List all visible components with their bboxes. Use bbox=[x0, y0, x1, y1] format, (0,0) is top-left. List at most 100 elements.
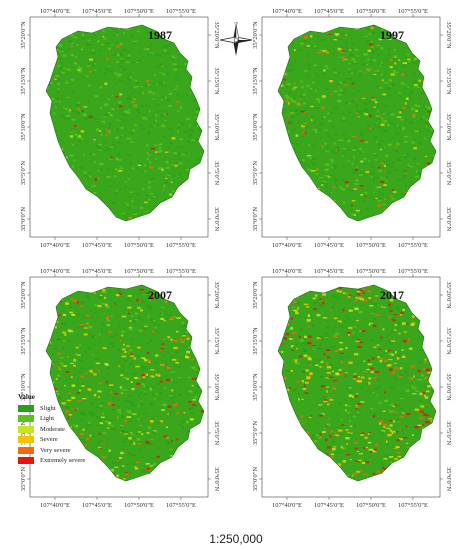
lon-tick-label: 107°40'0"E bbox=[40, 268, 70, 275]
map-svg: 107°40'0"E 107°40'0"E 107°45'0"E 107°45'0"E… bbox=[20, 8, 220, 249]
lat-tick-label: 35°15'0"N bbox=[445, 67, 452, 95]
lon-tick-label: 107°45'0"E bbox=[314, 268, 344, 275]
lat-tick-label: 35°20'0"N bbox=[252, 281, 259, 309]
lon-tick-label: 107°55'0"E bbox=[398, 502, 428, 509]
map-panel-1987: 107°40'0"E 107°40'0"E 107°45'0"E 107°45'0"E… bbox=[8, 5, 228, 253]
lat-tick-label: 35°15'0"N bbox=[20, 67, 27, 95]
map-scale: 1:250,000 bbox=[209, 532, 263, 546]
lat-tick-label: 35°15'0"N bbox=[20, 327, 27, 355]
lat-tick-label: 35°20'0"N bbox=[20, 281, 27, 309]
lon-tick-label: 107°45'0"E bbox=[82, 268, 112, 275]
lon-tick-label: 107°50'0"E bbox=[124, 268, 154, 275]
lon-tick-label: 107°40'0"E bbox=[272, 8, 302, 15]
legend-item-moderate: Moderate bbox=[18, 424, 88, 435]
legend-swatch bbox=[18, 404, 34, 412]
lat-tick-label: 35°15'0"N bbox=[252, 327, 259, 355]
legend: Value Slight Light Moderate Severe Very … bbox=[18, 393, 88, 466]
lon-tick-label: 107°55'0"E bbox=[398, 268, 428, 275]
legend-item-extremely-severe: Extremely severe bbox=[18, 456, 88, 467]
lat-tick-label: 35°0'0"N bbox=[445, 467, 452, 491]
legend-swatch bbox=[18, 436, 34, 444]
lat-tick-label: 35°5'0"N bbox=[445, 421, 452, 445]
lat-tick-label: 35°5'0"N bbox=[445, 161, 452, 185]
lat-tick-label: 35°10'0"N bbox=[252, 113, 259, 141]
legend-swatch bbox=[18, 446, 34, 454]
legend-item-severe: Severe bbox=[18, 435, 88, 446]
lon-tick-label: 107°40'0"E bbox=[272, 268, 302, 275]
year-label: 1987 bbox=[148, 28, 172, 42]
lon-tick-label: 107°50'0"E bbox=[356, 8, 386, 15]
lat-tick-label: 35°0'0"N bbox=[20, 467, 27, 491]
legend-label: Light bbox=[40, 415, 55, 423]
lon-tick-label: 107°45'0"E bbox=[314, 502, 344, 509]
lat-tick-label: 35°5'0"N bbox=[20, 161, 27, 185]
lat-tick-label: 35°20'0"N bbox=[252, 21, 259, 49]
lon-tick-label: 107°45'0"E bbox=[314, 242, 344, 249]
lat-tick-label: 35°10'0"N bbox=[213, 373, 220, 401]
lat-tick-label: 35°20'0"N bbox=[445, 21, 452, 49]
lat-tick-label: 35°5'0"N bbox=[213, 421, 220, 445]
north-arrow-icon: N bbox=[218, 21, 254, 63]
legend-item-slight: Slight bbox=[18, 403, 88, 414]
lat-tick-label: 35°10'0"N bbox=[20, 113, 27, 141]
lat-tick-label: 35°20'0"N bbox=[213, 281, 220, 309]
legend-item-light: Light bbox=[18, 414, 88, 425]
lat-tick-label: 35°0'0"N bbox=[20, 207, 27, 231]
legend-label: Slight bbox=[40, 404, 56, 412]
legend-label: Extremely severe bbox=[40, 457, 86, 465]
lat-tick-label: 35°0'0"N bbox=[445, 207, 452, 231]
legend-swatch bbox=[18, 415, 34, 423]
legend-title: Value bbox=[18, 393, 35, 401]
lon-tick-label: 107°50'0"E bbox=[124, 242, 154, 249]
lon-tick-label: 107°40'0"E bbox=[272, 502, 302, 509]
map-svg: 107°40'0"E 107°40'0"E 107°45'0"E 107°45'0"E… bbox=[252, 268, 452, 509]
lat-tick-label: 35°5'0"N bbox=[213, 161, 220, 185]
map-panel-1997: 107°40'0"E 107°40'0"E 107°45'0"E 107°45'0"E… bbox=[240, 5, 460, 253]
lon-tick-label: 107°45'0"E bbox=[314, 8, 344, 15]
lon-tick-label: 107°45'0"E bbox=[82, 8, 112, 15]
lon-tick-label: 107°50'0"E bbox=[356, 242, 386, 249]
lat-tick-label: 35°10'0"N bbox=[20, 373, 27, 401]
lon-tick-label: 107°50'0"E bbox=[124, 502, 154, 509]
lat-tick-label: 35°15'0"N bbox=[213, 67, 220, 95]
legend-swatch bbox=[18, 457, 34, 465]
map-panel-2017: 107°40'0"E 107°40'0"E 107°45'0"E 107°45'0"E… bbox=[240, 265, 460, 513]
lat-tick-label: 35°5'0"N bbox=[252, 161, 259, 185]
lon-tick-label: 107°55'0"E bbox=[398, 242, 428, 249]
lat-tick-label: 35°15'0"N bbox=[252, 67, 259, 95]
lat-tick-label: 35°0'0"N bbox=[252, 467, 259, 491]
lon-tick-label: 107°55'0"E bbox=[166, 242, 196, 249]
lat-tick-label: 35°20'0"N bbox=[20, 21, 27, 49]
lat-tick-label: 35°0'0"N bbox=[252, 207, 259, 231]
legend-label: Moderate bbox=[40, 425, 65, 433]
compass-n: N bbox=[234, 22, 238, 26]
lon-tick-label: 107°45'0"E bbox=[82, 242, 112, 249]
map-svg: 107°40'0"E 107°40'0"E 107°45'0"E 107°45'0"E… bbox=[252, 8, 452, 249]
lat-tick-label: 35°20'0"N bbox=[213, 21, 220, 49]
lat-tick-label: 35°5'0"N bbox=[20, 421, 27, 445]
year-label: 2017 bbox=[380, 288, 404, 302]
lat-tick-label: 35°10'0"N bbox=[252, 373, 259, 401]
lat-tick-label: 35°0'0"N bbox=[213, 467, 220, 491]
lat-tick-label: 35°10'0"N bbox=[445, 113, 452, 141]
year-label: 1997 bbox=[380, 28, 404, 42]
lon-tick-label: 107°45'0"E bbox=[82, 502, 112, 509]
lon-tick-label: 107°55'0"E bbox=[166, 502, 196, 509]
lat-tick-label: 35°0'0"N bbox=[213, 207, 220, 231]
map-svg: 107°40'0"E 107°40'0"E 107°45'0"E 107°45'0"E… bbox=[20, 268, 220, 509]
map-panel-2007: 107°40'0"E 107°40'0"E 107°45'0"E 107°45'0"E… bbox=[8, 265, 228, 513]
lon-tick-label: 107°55'0"E bbox=[166, 268, 196, 275]
lat-tick-label: 35°10'0"N bbox=[445, 373, 452, 401]
legend-label: Very severe bbox=[40, 446, 71, 454]
legend-item-very-severe: Very severe bbox=[18, 445, 88, 456]
lon-tick-label: 107°40'0"E bbox=[272, 242, 302, 249]
lon-tick-label: 107°50'0"E bbox=[124, 8, 154, 15]
lat-tick-label: 35°15'0"N bbox=[445, 327, 452, 355]
lon-tick-label: 107°50'0"E bbox=[356, 502, 386, 509]
lat-tick-label: 35°5'0"N bbox=[252, 421, 259, 445]
lon-tick-label: 107°40'0"E bbox=[40, 242, 70, 249]
lat-tick-label: 35°20'0"N bbox=[445, 281, 452, 309]
lon-tick-label: 107°40'0"E bbox=[40, 502, 70, 509]
lon-tick-label: 107°40'0"E bbox=[40, 8, 70, 15]
lon-tick-label: 107°55'0"E bbox=[166, 8, 196, 15]
